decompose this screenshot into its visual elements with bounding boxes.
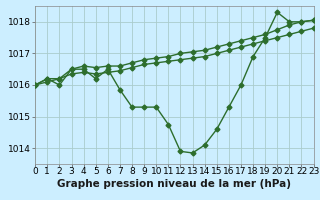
X-axis label: Graphe pression niveau de la mer (hPa): Graphe pression niveau de la mer (hPa) [57, 179, 292, 189]
